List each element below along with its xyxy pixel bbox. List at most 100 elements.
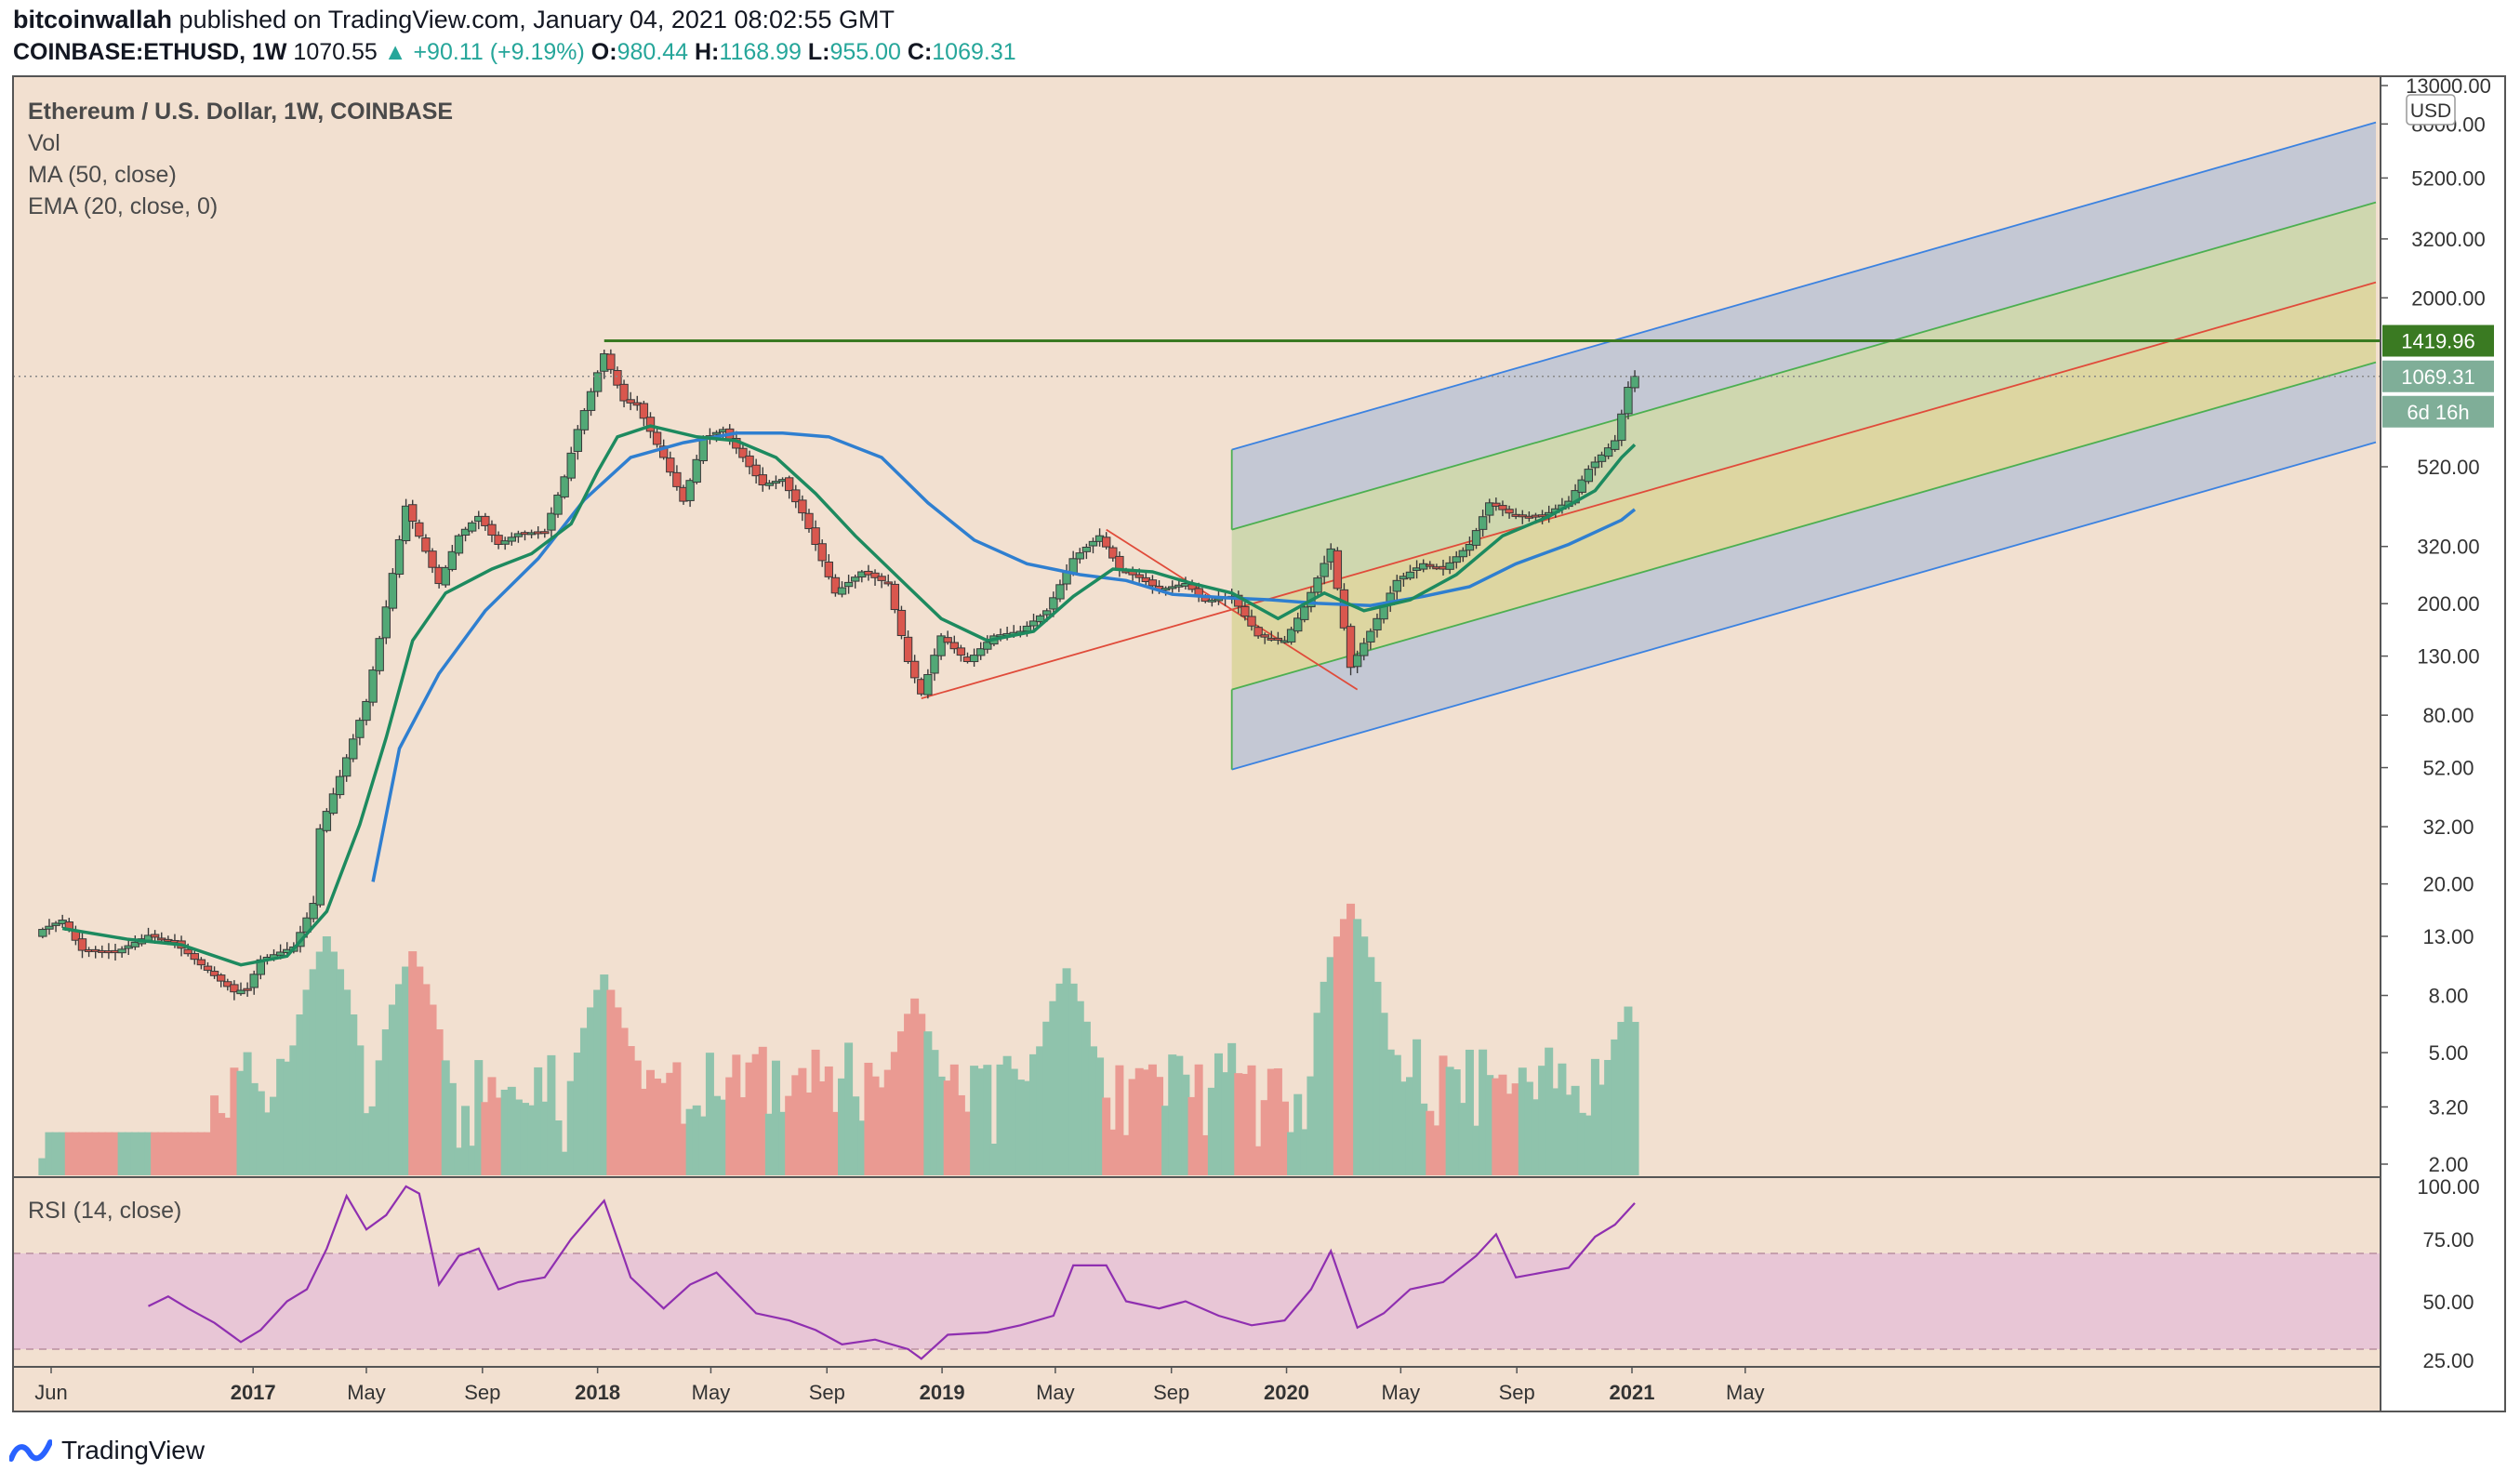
ohlc-header: COINBASE:ETHUSD, 1W 1070.55 ▲ +90.11 (+9…	[13, 39, 1016, 66]
candle-body	[1518, 514, 1527, 518]
price-label-text: 6d 16h	[2407, 401, 2469, 424]
volume-bar	[1360, 936, 1369, 1175]
volume-bar	[1155, 1077, 1164, 1175]
volume-bar	[949, 1064, 959, 1175]
candle-body	[243, 987, 252, 991]
candle	[249, 970, 259, 995]
candle-body	[216, 974, 226, 982]
volume-bar	[124, 1132, 133, 1175]
candle	[851, 574, 860, 589]
candle-body	[1035, 615, 1045, 623]
legend-ma[interactable]: MA (50, close)	[28, 162, 177, 188]
candle-body	[645, 417, 656, 432]
candle-body	[896, 609, 907, 637]
volume-bar	[785, 1095, 794, 1175]
candle	[77, 933, 87, 959]
candle	[1405, 564, 1415, 580]
candle-body	[1042, 610, 1052, 616]
candle	[1465, 537, 1475, 556]
volume-bar	[1075, 1000, 1084, 1175]
volume-bar	[1379, 1013, 1388, 1175]
candle	[1247, 609, 1256, 631]
candle-body	[375, 638, 384, 671]
candle-body	[890, 583, 900, 611]
volume-bar	[830, 1111, 840, 1175]
candle-body	[1022, 625, 1032, 632]
candle	[592, 370, 603, 397]
candle-body	[560, 476, 569, 497]
candle	[804, 509, 814, 533]
volume-bar	[77, 1132, 86, 1175]
candle-body	[203, 965, 213, 971]
tradingview-wordmark: TradingView	[61, 1436, 206, 1464]
volume-bar	[936, 1076, 946, 1175]
time-axis[interactable]: Jun 2017 May Sep 2018 May Sep 2019 May Sep 2020 May…	[34, 1367, 1765, 1404]
volume-bar	[1029, 1053, 1039, 1175]
volume-bar	[98, 1132, 107, 1175]
candle-body	[1471, 530, 1481, 546]
candle-body	[1505, 509, 1514, 514]
volume-bar	[870, 1076, 880, 1175]
time-tick-label: Sep	[1499, 1381, 1535, 1404]
volume-bar	[454, 1147, 463, 1175]
candle-body	[758, 474, 767, 486]
volume-bar	[1511, 1083, 1520, 1175]
indicator-lines	[61, 424, 1637, 967]
candle-body	[764, 483, 775, 486]
candle-body	[1254, 627, 1263, 637]
tradingview-branding[interactable]: TradingView	[9, 1432, 205, 1469]
open-value: 980.44	[617, 39, 689, 65]
candle	[890, 580, 900, 614]
candle-body	[1320, 563, 1329, 577]
volume-bar	[824, 1066, 833, 1175]
volume-bar	[962, 1111, 972, 1175]
candle	[666, 451, 675, 477]
volume-bar	[481, 1102, 490, 1175]
pitchfork-zone	[1231, 122, 2376, 530]
candle	[1603, 443, 1613, 459]
candle	[1313, 575, 1322, 598]
candle-body	[936, 635, 946, 656]
tradingview-logo-icon	[9, 1439, 52, 1462]
volume-bar	[1194, 1064, 1203, 1175]
volume-bar	[838, 1078, 847, 1175]
pitchfork-zone	[1231, 362, 2376, 770]
volume-bar	[1181, 1074, 1190, 1175]
candle-body	[341, 757, 352, 777]
candle-body	[956, 647, 966, 656]
publisher-name[interactable]: bitcoinwallah	[13, 6, 173, 33]
rsi-axis[interactable]: 100.00 75.00 50.00 25.00	[2417, 1175, 2479, 1372]
price-axis[interactable]: 13000.008000.005200.003200.002000.00520.…	[2381, 74, 2491, 1176]
currency-button[interactable]: USD	[2406, 94, 2456, 126]
price-tick-label: 13000.00	[2406, 74, 2491, 98]
candle-body	[1597, 454, 1607, 462]
candle-body	[388, 573, 398, 609]
legend-vol[interactable]: Vol	[28, 130, 60, 156]
rsi-legend[interactable]: RSI (14, close)	[28, 1198, 181, 1224]
candle-body	[949, 642, 959, 650]
candle-body	[1339, 589, 1349, 629]
price-label-box	[2382, 395, 2494, 428]
volume-bar	[764, 1113, 774, 1175]
time-tick-label: May	[1036, 1381, 1075, 1404]
rsi-pane: RSI (14, close)	[13, 1185, 2381, 1360]
volume-bar	[534, 1067, 543, 1175]
candle	[1028, 614, 1039, 632]
candle-body	[130, 941, 140, 947]
candle	[1577, 475, 1586, 495]
volume-bar	[917, 1014, 926, 1175]
candle-body	[685, 480, 695, 501]
candle-body	[1168, 586, 1177, 590]
candle	[870, 569, 880, 587]
candle	[540, 528, 550, 538]
volume-bar	[1571, 1085, 1580, 1175]
volume-bar	[349, 1014, 358, 1175]
candle-body	[196, 959, 206, 966]
volume-bar	[540, 1101, 550, 1175]
legend-ema[interactable]: EMA (20, close, 0)	[28, 193, 218, 219]
candle-body	[923, 673, 933, 696]
volume-bar	[1339, 919, 1348, 1175]
candle-body	[976, 648, 986, 656]
volume-bar	[1485, 1075, 1494, 1175]
